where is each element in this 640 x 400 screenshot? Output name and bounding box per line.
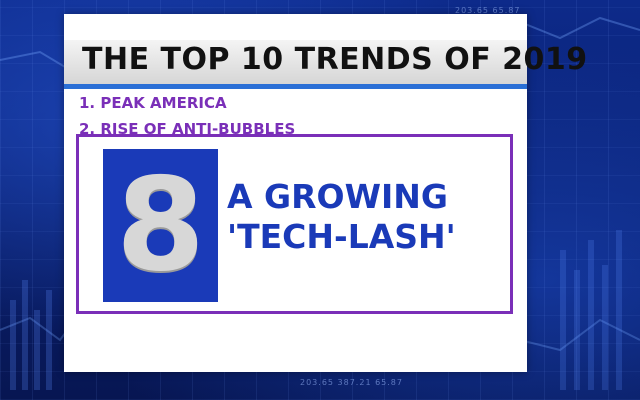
trend-number: 8 [115,151,206,300]
trends-panel: THE TOP 10 TRENDS OF 2019 1. PEAK AMERIC… [64,14,587,372]
trend-headline-line2: 'TECH-LASH' [227,217,456,256]
page-title: THE TOP 10 TRENDS OF 2019 [82,42,588,77]
trend-list: 1. PEAK AMERICA 2. RISE OF ANTI-BUBBLES [79,90,295,142]
trend-headline: A GROWING 'TECH-LASH' [227,177,456,257]
list-item: 1. PEAK AMERICA [79,94,227,112]
background-ticker-bottom: 203.65 387.21 65.87 [300,378,403,387]
title-bar: THE TOP 10 TRENDS OF 2019 [64,40,587,89]
trend-headline-line1: A GROWING [227,177,448,216]
list-item: 2. RISE OF ANTI-BUBBLES [79,120,296,138]
featured-trend-card: 8 A GROWING 'TECH-LASH' [76,134,513,314]
trend-number-box: 8 [103,149,218,302]
background-ticker-top: 203.65 65.87 [455,6,521,15]
